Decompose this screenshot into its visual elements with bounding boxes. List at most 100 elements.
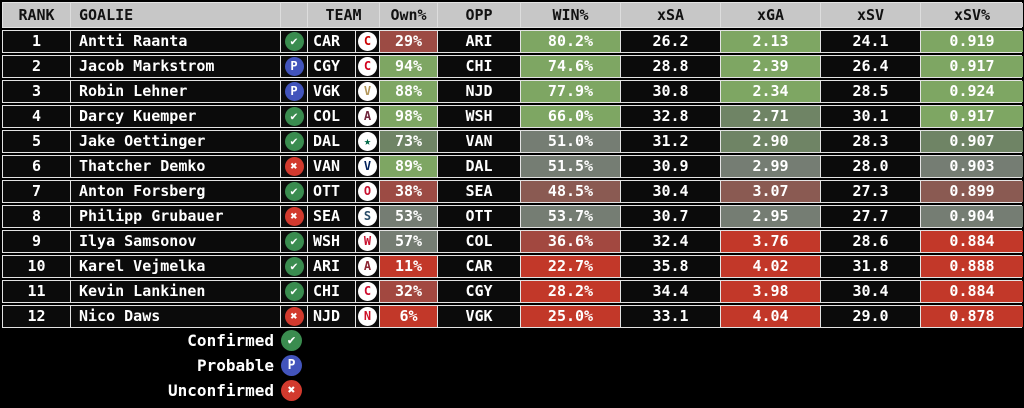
opponent-cell: VAN [438,131,521,152]
x-icon: ✖ [281,380,302,401]
xsv-cell: 28.6 [821,231,921,252]
status-cell: ✔ [281,231,308,252]
team-abbr-cell: OTT [308,181,356,202]
own-pct-cell: 89% [380,156,438,177]
goalie-name-cell: Ilya Samsonov [71,231,281,252]
xga-cell: 2.39 [721,56,821,77]
xsv-cell: 28.5 [821,81,921,102]
xsv-cell: 24.1 [821,31,921,52]
rank-cell: 3 [3,81,71,102]
rank-cell: 7 [3,181,71,202]
check-icon: ✔ [284,282,304,301]
team-logo-cell: O [356,181,380,202]
team-logo-cell: C [356,56,380,77]
table-header-row: RANK GOALIE TEAM Own% OPP WIN% xSA xGA x… [2,2,1023,28]
opponent-cell: SEA [438,181,521,202]
rank-cell: 2 [3,56,71,77]
win-pct-cell: 74.6% [521,56,621,77]
xsv-cell: 30.1 [821,106,921,127]
rank-cell: 6 [3,156,71,177]
goalie-name-cell: Robin Lehner [71,81,281,102]
team-logo-icon: V [358,82,377,101]
column-header-xsvp: xSV% [921,3,1023,27]
check-icon: ✔ [284,232,304,251]
xsa-cell: 30.7 [621,206,721,227]
goalie-name-cell: Philipp Grubauer [71,206,281,227]
win-pct-cell: 66.0% [521,106,621,127]
xsvp-cell: 0.917 [921,56,1023,77]
x-icon: ✖ [284,207,304,226]
team-abbr-cell: CGY [308,56,356,77]
xsa-cell: 31.2 [621,131,721,152]
table-row: 4 Darcy Kuemper ✔ COL A 98% WSH 66.0% 32.8 2.71 30… [2,105,1023,128]
opponent-cell: DAL [438,156,521,177]
table-row: 7 Anton Forsberg ✔ OTT O 38% SEA 48.5% 30.4 3.07 2… [2,180,1023,203]
team-abbr-cell: COL [308,106,356,127]
own-pct-cell: 94% [380,56,438,77]
opponent-cell: VGK [438,306,521,327]
xsa-cell: 32.4 [621,231,721,252]
goalie-name-cell: Anton Forsberg [71,181,281,202]
team-abbr-cell: VGK [308,81,356,102]
column-header-xsv: xSV [821,3,921,27]
status-cell: ✔ [281,256,308,277]
status-cell: P [281,56,308,77]
opponent-cell: OTT [438,206,521,227]
team-logo-icon: A [358,257,377,276]
team-abbr-cell: WSH [308,231,356,252]
status-legend: Confirmed ✔ Probable P Unconfirmed ✖ [0,330,302,401]
own-pct-cell: 98% [380,106,438,127]
column-header-status [281,3,308,27]
check-icon: ✔ [284,257,304,276]
team-logo-icon: S [358,207,377,226]
status-cell: P [281,81,308,102]
goalie-name-cell: Jacob Markstrom [71,56,281,77]
check-icon: ✔ [284,182,304,201]
xga-cell: 3.76 [721,231,821,252]
own-pct-cell: 32% [380,281,438,302]
goalie-name-cell: Antti Raanta [71,31,281,52]
check-icon: ✔ [284,132,304,151]
xsv-cell: 28.0 [821,156,921,177]
own-pct-cell: 57% [380,231,438,252]
status-cell: ✔ [281,281,308,302]
rank-cell: 9 [3,231,71,252]
own-pct-cell: 6% [380,306,438,327]
xsvp-cell: 0.917 [921,106,1023,127]
table-row: 11 Kevin Lankinen ✔ CHI C 32% CGY 28.2% 34.4 3.98… [2,280,1023,303]
goalie-name-cell: Jake Oettinger [71,131,281,152]
xga-cell: 3.07 [721,181,821,202]
team-abbr-cell: CAR [308,31,356,52]
team-logo-cell: C [356,31,380,52]
xsa-cell: 30.8 [621,81,721,102]
xsa-cell: 30.9 [621,156,721,177]
xga-cell: 2.99 [721,156,821,177]
win-pct-cell: 80.2% [521,31,621,52]
team-logo-icon: C [358,32,377,51]
rank-cell: 1 [3,31,71,52]
xsv-cell: 26.4 [821,56,921,77]
team-logo-cell: W [356,231,380,252]
table-row: 9 Ilya Samsonov ✔ WSH W 57% COL 36.6% 32.4 3.76 28… [2,230,1023,253]
table-row: 8 Philipp Grubauer ✖ SEA S 53% OTT 53.7% 30.7 2.9… [2,205,1023,228]
xsvp-cell: 0.878 [921,306,1023,327]
win-pct-cell: 53.7% [521,206,621,227]
opponent-cell: CGY [438,281,521,302]
xsvp-cell: 0.903 [921,156,1023,177]
legend-label: Unconfirmed [168,381,274,400]
status-cell: ✔ [281,181,308,202]
own-pct-cell: 88% [380,81,438,102]
team-logo-icon: W [358,232,377,251]
team-logo-icon: ★ [358,132,377,151]
table-row: 6 Thatcher Demko ✖ VAN V 89% DAL 51.5% 30.9 2.99 2… [2,155,1023,178]
team-logo-cell: V [356,156,380,177]
xga-cell: 2.71 [721,106,821,127]
column-header-rank: RANK [3,3,71,27]
team-logo-icon: C [358,57,377,76]
check-icon: ✔ [284,107,304,126]
status-cell: ✖ [281,156,308,177]
column-header-goalie: GOALIE [71,3,281,27]
xga-cell: 4.02 [721,256,821,277]
goalie-name-cell: Thatcher Demko [71,156,281,177]
team-abbr-cell: CHI [308,281,356,302]
